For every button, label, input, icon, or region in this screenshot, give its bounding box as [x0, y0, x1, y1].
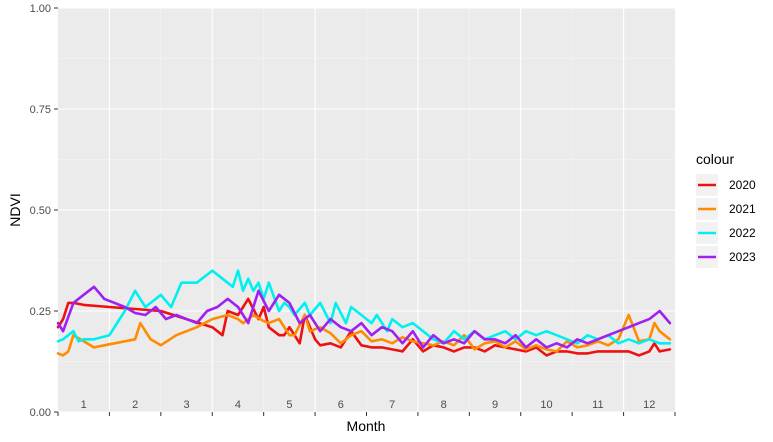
y-tick-label: 0.00: [30, 407, 51, 419]
x-axis: 1 2 3 4 5 6 7 8 9 10 11 12: [57, 399, 676, 416]
series-line-2021: [56, 313, 672, 357]
month-label: 2: [132, 399, 138, 411]
month-label: 3: [183, 399, 189, 411]
y-axis-title: NDVI: [7, 193, 23, 226]
x-axis-title: Month: [347, 418, 386, 434]
y-tick-label: 1.00: [30, 3, 51, 15]
month-label: 6: [338, 399, 344, 411]
month-label: 7: [389, 399, 395, 411]
legend: colour 2020 2021 2022 2023: [696, 151, 756, 268]
y-axis: 0.00 0.25 0.50 0.75 1.00: [30, 3, 58, 419]
month-label: 9: [492, 399, 498, 411]
month-label: 5: [286, 399, 292, 411]
series-line-2023: [56, 285, 672, 349]
legend-label-2021: 2021: [729, 202, 756, 216]
y-tick-label: 0.50: [30, 205, 51, 217]
legend-label-2020: 2020: [729, 178, 756, 192]
legend-label-2022: 2022: [729, 226, 756, 240]
month-label: 12: [643, 399, 655, 411]
y-tick-label: 0.75: [30, 104, 51, 116]
legend-title: colour: [696, 151, 734, 167]
legend-label-2023: 2023: [729, 250, 756, 264]
month-label: 4: [235, 399, 241, 411]
month-label: 10: [540, 399, 552, 411]
month-label: 8: [441, 399, 447, 411]
series-line-2022: [56, 269, 672, 345]
month-label: 11: [592, 399, 603, 411]
month-label: 1: [81, 399, 87, 411]
y-tick-label: 0.25: [30, 306, 51, 318]
series-lines: [56, 269, 672, 357]
series-line-2020: [56, 297, 672, 357]
